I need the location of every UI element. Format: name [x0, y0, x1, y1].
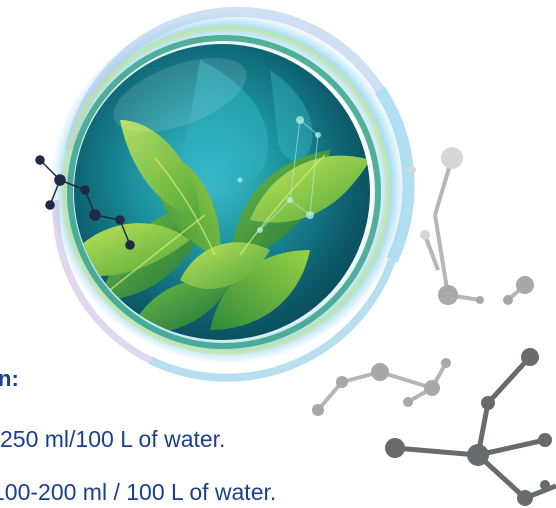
dosage-line-2: 100-200 ml / 100 L of water.	[0, 479, 277, 505]
molecule-network-icon	[312, 147, 556, 506]
molecule-network-icon	[35, 155, 135, 250]
dosage-line-1: 250 ml/100 L of water.	[0, 426, 226, 452]
eco-sphere-with-leaves-icon	[74, 44, 370, 340]
heading-fragment: n:	[0, 366, 19, 391]
